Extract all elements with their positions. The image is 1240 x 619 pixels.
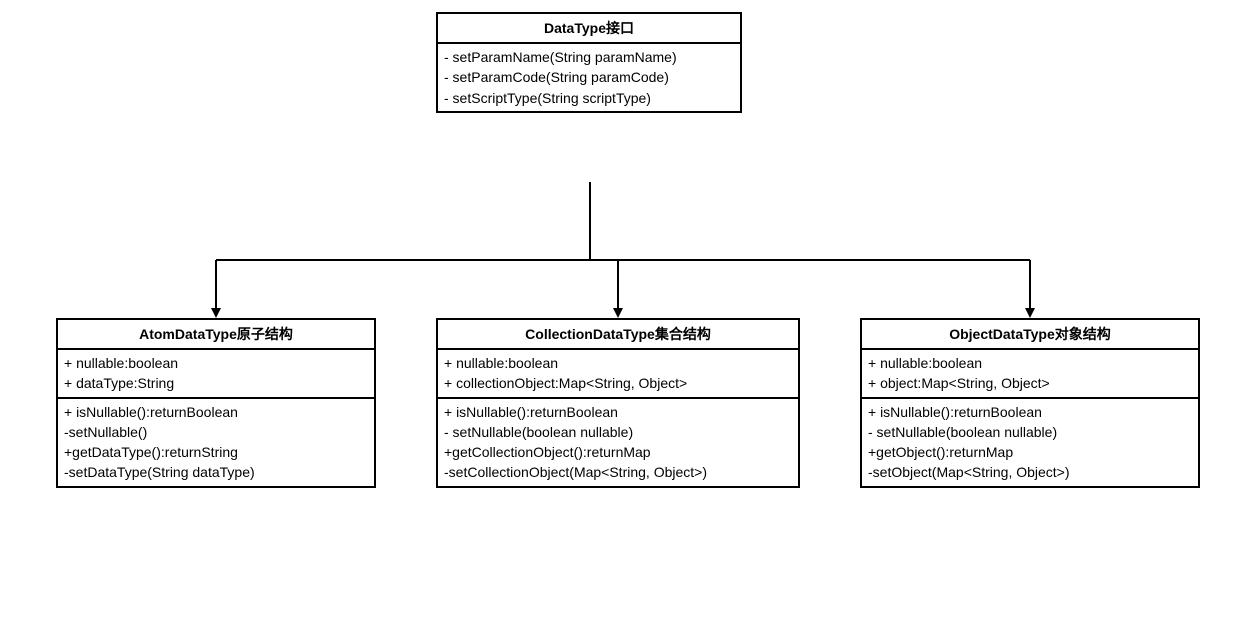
uml-class-datatype: DataType接口- setParamName(String paramNam… [436, 12, 742, 113]
uml-section: + isNullable():returnBoolean- setNullabl… [862, 397, 1198, 486]
uml-member: -setCollectionObject(Map<String, Object>… [444, 462, 792, 482]
uml-section: - setParamName(String paramName)- setPar… [438, 44, 740, 111]
uml-member: - setScriptType(String scriptType) [444, 88, 734, 108]
uml-section: + isNullable():returnBoolean- setNullabl… [438, 397, 798, 486]
uml-member: -setObject(Map<String, Object>) [868, 462, 1192, 482]
uml-member: + isNullable():returnBoolean [868, 402, 1192, 422]
uml-class-object: ObjectDataType对象结构+ nullable:boolean+ ob… [860, 318, 1200, 488]
uml-class-collection: CollectionDataType集合结构+ nullable:boolean… [436, 318, 800, 488]
uml-section: + nullable:boolean+ dataType:String [58, 350, 374, 397]
uml-section: + nullable:boolean+ object:Map<String, O… [862, 350, 1198, 397]
uml-member: -setNullable() [64, 422, 368, 442]
uml-member: + nullable:boolean [64, 353, 368, 373]
uml-class-title: CollectionDataType集合结构 [438, 320, 798, 350]
uml-member: - setNullable(boolean nullable) [868, 422, 1192, 442]
uml-member: + isNullable():returnBoolean [64, 402, 368, 422]
uml-member: + collectionObject:Map<String, Object> [444, 373, 792, 393]
uml-member: - setParamCode(String paramCode) [444, 67, 734, 87]
uml-member: +getDataType():returnString [64, 442, 368, 462]
uml-member: + object:Map<String, Object> [868, 373, 1192, 393]
uml-section: + nullable:boolean+ collectionObject:Map… [438, 350, 798, 397]
uml-member: -setDataType(String dataType) [64, 462, 368, 482]
uml-class-title: DataType接口 [438, 14, 740, 44]
uml-member: + dataType:String [64, 373, 368, 393]
uml-member: + isNullable():returnBoolean [444, 402, 792, 422]
uml-class-title: AtomDataType原子结构 [58, 320, 374, 350]
uml-member: + nullable:boolean [868, 353, 1192, 373]
uml-member: + nullable:boolean [444, 353, 792, 373]
uml-member: - setNullable(boolean nullable) [444, 422, 792, 442]
uml-class-atom: AtomDataType原子结构+ nullable:boolean+ data… [56, 318, 376, 488]
uml-member: - setParamName(String paramName) [444, 47, 734, 67]
uml-member: +getObject():returnMap [868, 442, 1192, 462]
uml-section: + isNullable():returnBoolean-setNullable… [58, 397, 374, 486]
uml-class-title: ObjectDataType对象结构 [862, 320, 1198, 350]
uml-member: +getCollectionObject():returnMap [444, 442, 792, 462]
